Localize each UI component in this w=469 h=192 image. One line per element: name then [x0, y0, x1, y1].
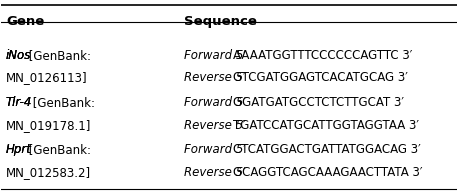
- Text: TGATCCATGCATTGGTAGGTAA 3′: TGATCCATGCATTGGTAGGTAA 3′: [233, 119, 419, 132]
- Text: [GenBank:: [GenBank:: [24, 143, 91, 156]
- Text: CTCATGGACTGATTATGGACAG 3′: CTCATGGACTGATTATGGACAG 3′: [233, 143, 420, 156]
- Text: Reverse 5′: Reverse 5′: [184, 71, 249, 84]
- Text: iNos: iNos: [6, 49, 31, 62]
- Text: iNos: iNos: [6, 49, 31, 62]
- Text: [GenBank:: [GenBank:: [29, 96, 95, 109]
- Text: Hprt: Hprt: [6, 143, 32, 156]
- Text: Tlr-4: Tlr-4: [6, 96, 32, 109]
- Text: Reverse 5′: Reverse 5′: [184, 119, 249, 132]
- Text: Sequence: Sequence: [184, 15, 257, 28]
- Text: AAAATGGTTTCCCCCCAGTTC 3′: AAAATGGTTTCCCCCCAGTTC 3′: [233, 49, 412, 62]
- Text: Hprt: Hprt: [6, 143, 32, 156]
- Text: Tlr-4: Tlr-4: [6, 96, 32, 109]
- Text: Forward 5′: Forward 5′: [184, 49, 250, 62]
- Text: Reverse 5′: Reverse 5′: [184, 166, 249, 179]
- Text: Forward 5′: Forward 5′: [184, 143, 250, 156]
- Text: Gene: Gene: [6, 15, 44, 28]
- Text: MN_019178.1]: MN_019178.1]: [6, 119, 91, 132]
- Text: MN_012583.2]: MN_012583.2]: [6, 166, 91, 179]
- Text: GCAGGTCAGCAAAGAACTTATA 3′: GCAGGTCAGCAAAGAACTTATA 3′: [233, 166, 422, 179]
- Text: Hprt: Hprt: [6, 143, 32, 156]
- Text: [GenBank:: [GenBank:: [24, 49, 91, 62]
- Text: iNos: iNos: [6, 49, 31, 62]
- Text: MN_0126113]: MN_0126113]: [6, 71, 88, 84]
- Text: Forward 5′: Forward 5′: [184, 96, 250, 109]
- Text: Tlr-4: Tlr-4: [6, 96, 32, 109]
- Text: GTCGATGGAGTCACATGCAG 3′: GTCGATGGAGTCACATGCAG 3′: [233, 71, 408, 84]
- Text: GGATGATGCCTCTCTTGCAT 3′: GGATGATGCCTCTCTTGCAT 3′: [233, 96, 404, 109]
